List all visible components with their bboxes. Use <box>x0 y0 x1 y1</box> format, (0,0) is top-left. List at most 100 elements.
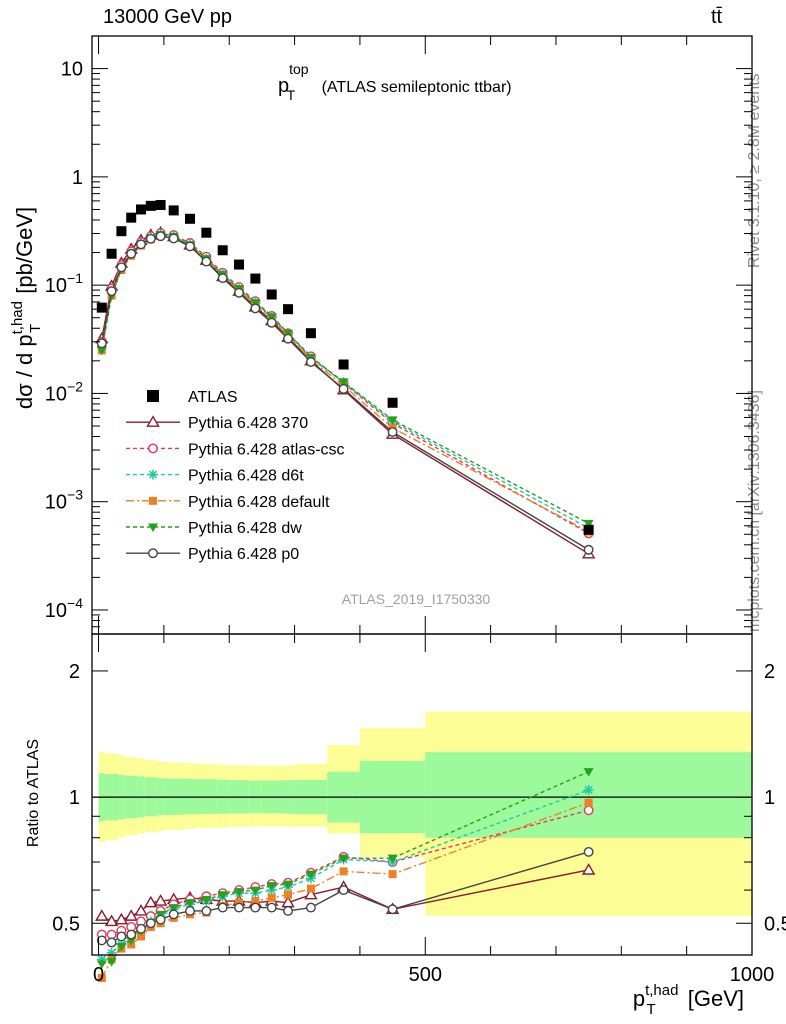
x-ticks <box>98 36 753 955</box>
data-point <box>583 768 594 777</box>
data-point <box>153 894 168 906</box>
x-tick-label: 1000 <box>730 964 775 986</box>
legend-item: Pythia 6.428 p0 <box>126 546 299 563</box>
data-point <box>338 885 349 896</box>
data-point <box>234 259 245 270</box>
data-point <box>305 902 316 913</box>
data-point <box>583 846 594 857</box>
data-point <box>251 897 260 906</box>
data-point <box>266 289 277 300</box>
data-point <box>168 205 179 216</box>
ratio-y-tick-label-left: 1 <box>69 787 80 809</box>
data-point <box>137 932 146 941</box>
legend-marker <box>148 523 158 532</box>
data-point <box>155 914 166 925</box>
ratio-y-tick-label-left: 2 <box>69 661 80 683</box>
data-point <box>116 226 127 237</box>
main-y-ticks <box>92 35 752 635</box>
data-point <box>250 902 261 913</box>
data-point <box>283 304 294 315</box>
legend-label: Pythia 6.428 d6t <box>188 468 304 485</box>
data-point <box>283 333 293 344</box>
data-point <box>136 204 147 215</box>
data-point <box>185 906 195 916</box>
data-point <box>185 899 196 908</box>
data-point <box>201 256 212 267</box>
data-point <box>387 397 398 408</box>
legend-label: Pythia 6.428 atlas-csc <box>188 441 345 458</box>
x-axis-label: pt,had T [GeV] <box>633 982 744 1018</box>
data-point <box>145 918 156 929</box>
legend-label: Pythia 6.428 p0 <box>188 546 299 563</box>
legend-item: Pythia 6.428 d6t <box>126 468 304 485</box>
data-point <box>136 239 146 250</box>
data-point <box>338 359 349 370</box>
data-point <box>583 784 594 795</box>
y-tick-label: 10 <box>61 59 83 81</box>
plot-title: ptop T (ATLAS semileptonic ttbar) <box>278 61 512 103</box>
data-point <box>305 870 316 880</box>
legend-marker <box>146 415 160 427</box>
legend-marker <box>149 496 157 505</box>
y-tick-label: 10−1 <box>45 270 83 297</box>
data-point <box>304 887 318 900</box>
data-point <box>583 524 594 535</box>
data-point <box>96 338 107 349</box>
data-point <box>267 893 276 902</box>
legend-label: ATLAS <box>188 389 238 406</box>
data-point <box>96 346 107 356</box>
data-point <box>250 273 261 284</box>
legend-marker <box>147 390 159 402</box>
data-point <box>97 974 106 983</box>
data-point <box>168 909 179 920</box>
data-point <box>114 912 129 925</box>
data-point <box>185 241 195 252</box>
data-point <box>201 227 212 238</box>
data-point <box>124 909 138 921</box>
data-point <box>95 909 109 921</box>
data-point <box>266 882 277 891</box>
data-point <box>305 328 316 339</box>
data-point <box>338 383 349 394</box>
legend-item: Pythia 6.428 default <box>126 494 330 511</box>
data-point <box>388 870 397 879</box>
data-point <box>584 798 593 807</box>
data-point <box>266 313 277 322</box>
data-point <box>338 378 349 387</box>
data-point <box>583 544 594 555</box>
data-point <box>283 880 294 890</box>
legend-item: Pythia 6.428 dw <box>126 520 302 537</box>
main-series-atlas <box>96 199 594 535</box>
main-series-pythia-6-428-dw <box>96 231 594 529</box>
data-point <box>116 262 127 273</box>
process-label: tt̄ <box>711 6 723 28</box>
ratio-y-tick-label-right: 1 <box>764 787 775 809</box>
data-point <box>106 937 117 948</box>
star-stroke <box>584 785 593 795</box>
y-tick-label: 10−4 <box>45 595 83 622</box>
data-point <box>250 299 261 308</box>
data-point <box>144 895 158 908</box>
x-tick-label: 0 <box>93 964 104 986</box>
data-point <box>234 287 244 298</box>
data-point <box>116 931 127 942</box>
legend-marker <box>148 443 158 454</box>
data-point <box>126 936 137 946</box>
data-point <box>217 891 228 900</box>
data-point <box>185 213 196 224</box>
data-point <box>305 357 316 367</box>
data-point <box>106 958 117 967</box>
ratio-series-pythia-6-428-p0 <box>96 846 594 948</box>
data-point <box>266 902 277 913</box>
data-point <box>155 231 166 242</box>
y-tick-label: 10−2 <box>45 378 83 405</box>
data-point <box>217 245 228 256</box>
data-point <box>234 902 244 913</box>
data-point <box>284 890 293 899</box>
legend-marker <box>148 469 158 480</box>
data-point <box>136 923 146 934</box>
ratio-y-tick-label-right: 2 <box>764 661 775 683</box>
analysis-watermark: ATLAS_2019_I1750330 <box>342 591 491 607</box>
data-point <box>250 886 261 896</box>
